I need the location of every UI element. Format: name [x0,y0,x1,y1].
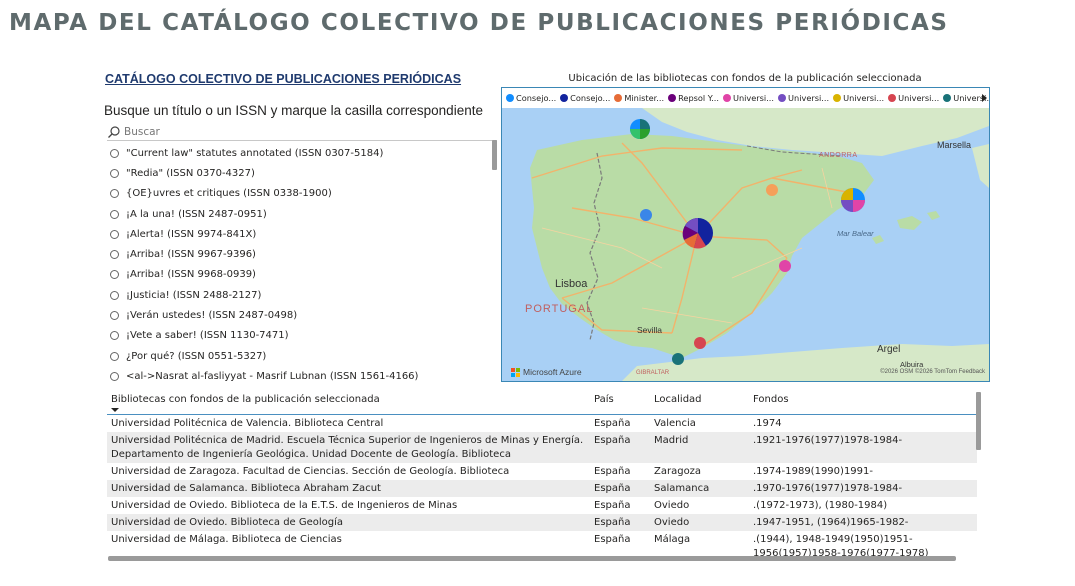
slicer-search-box[interactable] [107,123,497,141]
legend-dot [722,94,731,102]
catalog-link[interactable]: CATÁLOGO COLECTIVO DE PUBLICACIONES PERI… [105,72,462,86]
map-title: Ubicación de las bibliotecas con fondos … [568,73,922,84]
table-horizontal-scrollbar[interactable] [108,556,956,561]
legend-item[interactable]: Universi... [888,93,939,103]
slicer-item[interactable]: ¡Vete a saber! (ISSN 1130-7471) [107,326,497,346]
slicer-item[interactable]: "Redia" (ISSN 0370-4327) [107,163,497,183]
legend-item[interactable]: Universi... [833,93,884,103]
slicer-item[interactable]: ¡Justicia! (ISSN 2488-2127) [107,285,497,305]
page-title: MAPA DEL CATÁLOGO COLECTIVO DE PUBLICACI… [9,10,949,36]
legend-item[interactable]: Consejo... [560,93,610,103]
map-bubbles [630,119,865,365]
bubble-valencia[interactable] [779,260,791,272]
legend-item[interactable]: Universi... [943,93,989,103]
map-label-algiers: Argel [877,344,901,355]
column-header-locality[interactable]: Localidad [654,394,702,405]
radio-button[interactable] [110,250,119,260]
slicer-item[interactable]: ¿Por qué? (ISSN 0551-5327) [107,346,497,366]
legend-item[interactable]: Universi... [778,93,829,103]
column-header-country[interactable]: País [594,394,614,405]
bubble-malaga[interactable] [672,353,684,365]
legend-item[interactable]: Minister... [614,93,664,103]
bubble-zaragoza[interactable] [766,184,778,196]
slicer-item[interactable]: ¡Arriba! (ISSN 9968-0939) [107,265,497,285]
radio-button[interactable] [110,209,119,219]
map-label-sea: Mar Balear [837,229,874,238]
map-legend: Consejo... Consejo... Minister... Repsol… [502,88,989,108]
legend-dot [506,94,514,102]
map-label-marseille: Marsella [937,140,972,150]
bubble-barcelona[interactable] [841,188,865,212]
table-row[interactable]: Universidad de Málaga. Biblioteca de Cie… [111,534,929,559]
slicer-item[interactable]: ¡Alerta! (ISSN 9974-841X) [107,224,497,244]
radio-button[interactable] [110,351,119,361]
microsoft-logo-icon [511,367,520,377]
sort-descending-icon[interactable] [111,408,119,412]
bubble-oviedo[interactable] [630,119,650,139]
radio-button[interactable] [110,148,119,158]
bubble-madrid[interactable] [682,218,713,249]
slicer-item[interactable]: <al->Nasrat al-fasliyyat - Masrif Lubnan… [107,366,497,383]
radio-button[interactable] [110,189,119,199]
legend-dot [778,94,787,102]
legend-dot [668,94,677,102]
slicer-item[interactable]: ¡Arriba! (ISSN 9967-9396) [107,244,497,264]
map-label-gibraltar: GIBRALTAR [636,370,670,376]
bubble-granada[interactable] [694,337,706,349]
slicer-scrollbar[interactable] [492,140,497,170]
radio-button[interactable] [110,168,119,178]
legend-item[interactable]: Universi... [722,93,774,103]
table-row[interactable]: Universidad de Oviedo. Biblioteca de Geo… [107,514,977,531]
legend-dot [888,94,897,102]
slicer-item[interactable]: ¡A la una! (ISSN 2487-0951) [107,204,497,224]
table-header: Bibliotecas con fondos de la publicación… [107,390,977,415]
map-label-andorra: ANDORRA [819,152,858,159]
search-icon [108,125,120,138]
radio-button[interactable] [110,270,119,280]
table-vertical-scrollbar[interactable] [976,392,981,450]
legend-item[interactable]: Repsol Y... [668,93,719,103]
radio-button[interactable] [110,229,119,239]
map-attribution[interactable]: ©2026 OSM ©2026 TomTom Feedback [880,369,985,375]
legend-dot [614,94,623,102]
legend-dot [833,94,842,102]
slicer-item[interactable]: "Current law" statutes annotated (ISSN 0… [107,143,497,163]
map-label-albuira: Albuira [900,360,924,369]
map-label-lisbon: Lisboa [555,278,588,290]
search-instruction: Busque un título o un ISSN y marque la c… [104,103,483,118]
libraries-table: Bibliotecas con fondos de la publicación… [107,390,977,560]
table-row[interactable]: Universidad Politécnica de Valencia. Bib… [111,418,782,429]
map-visual[interactable]: Consejo... Consejo... Minister... Repsol… [501,87,990,382]
column-header-library[interactable]: Bibliotecas con fondos de la publicación… [111,394,380,405]
column-header-holdings[interactable]: Fondos [753,394,789,405]
table-row[interactable]: Universidad de Zaragoza. Facultad de Cie… [111,466,873,477]
map-label-seville: Sevilla [637,325,663,335]
legend-dot [560,94,569,102]
legend-item[interactable]: Consejo... [506,93,556,103]
radio-button[interactable] [110,311,119,321]
slicer-item[interactable]: ¡Verán ustedes! (ISSN 2487-0498) [107,305,497,325]
slicer-item[interactable]: {OE}uvres et critiques (ISSN 0338-1900) [107,184,497,204]
search-input[interactable] [124,125,484,138]
radio-button[interactable] [110,331,119,341]
microsoft-azure-logo: Microsoft Azure [511,367,582,377]
radio-button[interactable] [110,371,119,381]
radio-button[interactable] [110,290,119,300]
legend-next-arrow-icon[interactable] [982,94,987,102]
table-row[interactable]: Universidad de Salamanca. Biblioteca Abr… [107,480,977,497]
legend-dot [943,94,952,102]
table-row[interactable]: Universidad Politécnica de Madrid. Escue… [107,432,977,463]
table-row[interactable]: Universidad de Oviedo. Biblioteca de la … [111,500,888,511]
map-label-portugal: PORTUGAL [525,303,594,315]
bubble-salamanca[interactable] [640,209,652,221]
title-slicer-list: "Current law" statutes annotated (ISSN 0… [107,143,497,383]
